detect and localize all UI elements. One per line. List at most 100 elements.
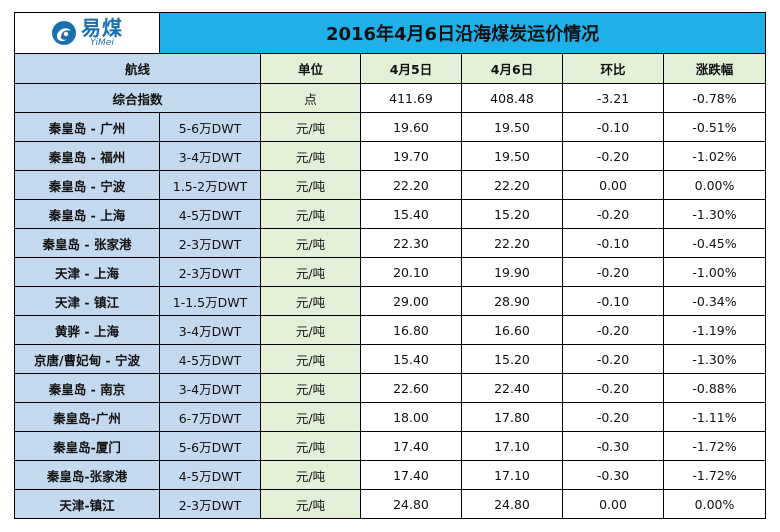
page-title: 2016年4月6日沿海煤炭运价情况 xyxy=(158,12,767,54)
pct-change-cell: -1.11% xyxy=(662,402,767,432)
ship-size-cell: 3-4万DWT xyxy=(159,373,261,403)
ship-size-cell: 1-1.5万DWT xyxy=(159,286,261,316)
change-cell: 0.00 xyxy=(562,170,664,200)
unit-cell: 元/吨 xyxy=(260,402,361,432)
price-date2-cell: 19.90 xyxy=(461,257,563,287)
index-row: 综合指数 点 411.69 408.48 -3.21 -0.78% xyxy=(14,83,767,113)
unit-cell: 元/吨 xyxy=(260,460,361,490)
change-cell: -0.20 xyxy=(562,402,664,432)
logo-name-en: YiMei xyxy=(90,38,114,48)
unit-cell: 元/吨 xyxy=(260,431,361,461)
header-unit: 单位 xyxy=(260,53,361,84)
route-cell: 秦皇岛 - 福州 xyxy=(14,141,160,171)
change-cell: -0.10 xyxy=(562,228,664,258)
logo-name-cn: 易煤 xyxy=(81,16,123,40)
ship-size-cell: 5-6万DWT xyxy=(159,112,261,142)
price-date2-cell: 22.20 xyxy=(461,228,563,258)
price-date1-cell: 29.00 xyxy=(360,286,462,316)
unit-cell: 元/吨 xyxy=(260,170,361,200)
price-date2-cell: 17.80 xyxy=(461,402,563,432)
price-date2-cell: 22.20 xyxy=(461,170,563,200)
table-row: 秦皇岛 - 宁波 1.5-2万DWT 元/吨 22.20 22.20 0.00 0.00% xyxy=(14,170,767,200)
change-cell: 0.00 xyxy=(562,489,664,519)
table-row: 京唐/曹妃甸 - 宁波 4-5万DWT 元/吨 15.40 15.20 -0.20 -1.3… xyxy=(14,344,767,374)
price-date2-cell: 15.20 xyxy=(461,344,563,374)
unit-cell: 元/吨 xyxy=(260,489,361,519)
pct-change-cell: -0.88% xyxy=(662,373,767,403)
change-cell: -0.20 xyxy=(562,141,664,171)
price-date2-cell: 17.10 xyxy=(461,460,563,490)
pct-change-cell: -1.72% xyxy=(662,460,767,490)
table-row: 秦皇岛 - 张家港 2-3万DWT 元/吨 22.30 22.20 -0.10 -0.45% xyxy=(14,228,767,258)
change-cell: -0.30 xyxy=(562,460,664,490)
table-row: 秦皇岛 - 上海 4-5万DWT 元/吨 15.40 15.20 -0.20 -1.30% xyxy=(14,199,767,229)
price-date1-cell: 22.30 xyxy=(360,228,462,258)
price-date1-cell: 18.00 xyxy=(360,402,462,432)
change-cell: -0.20 xyxy=(562,344,664,374)
price-date1-cell: 15.40 xyxy=(360,344,462,374)
pct-change-cell: -1.19% xyxy=(662,315,767,345)
index-unit: 点 xyxy=(260,83,361,113)
change-cell: -0.20 xyxy=(562,199,664,229)
unit-cell: 元/吨 xyxy=(260,373,361,403)
unit-cell: 元/吨 xyxy=(260,112,361,142)
header-route: 航线 xyxy=(14,53,261,84)
table-row: 秦皇岛-厦门 5-6万DWT 元/吨 17.40 17.10 -0.30 -1.72% xyxy=(14,431,767,461)
table-row: 天津 - 上海 2-3万DWT 元/吨 20.10 19.90 -0.20 -1.00% xyxy=(14,257,767,287)
route-cell: 秦皇岛 - 宁波 xyxy=(14,170,160,200)
route-cell: 秦皇岛 - 南京 xyxy=(14,373,160,403)
ship-size-cell: 2-3万DWT xyxy=(159,257,261,287)
index-pct: -0.78% xyxy=(662,83,767,113)
unit-cell: 元/吨 xyxy=(260,344,361,374)
unit-cell: 元/吨 xyxy=(260,257,361,287)
freight-rate-table: 易煤 YiMei 2016年4月6日沿海煤炭运价情况 航线 单位 4月5日 4月… xyxy=(14,12,767,519)
index-label: 综合指数 xyxy=(14,83,261,113)
route-cell: 天津 - 镇江 xyxy=(14,286,160,316)
table-row: 秦皇岛 - 广州 5-6万DWT 元/吨 19.60 19.50 -0.10 -0.51% xyxy=(14,112,767,142)
ship-size-cell: 2-3万DWT xyxy=(159,489,261,519)
unit-cell: 元/吨 xyxy=(260,286,361,316)
change-cell: -0.10 xyxy=(562,286,664,316)
unit-cell: 元/吨 xyxy=(260,199,361,229)
table-row: 秦皇岛 - 南京 3-4万DWT 元/吨 22.60 22.40 -0.20 -0.88% xyxy=(14,373,767,403)
header-pct: 涨跌幅 xyxy=(662,53,767,84)
ship-size-cell: 2-3万DWT xyxy=(159,228,261,258)
change-cell: -0.30 xyxy=(562,431,664,461)
price-date2-cell: 15.20 xyxy=(461,199,563,229)
pct-change-cell: -1.00% xyxy=(662,257,767,287)
unit-cell: 元/吨 xyxy=(260,315,361,345)
price-date2-cell: 19.50 xyxy=(461,112,563,142)
price-date1-cell: 17.40 xyxy=(360,460,462,490)
pct-change-cell: -1.30% xyxy=(662,199,767,229)
price-date2-cell: 19.50 xyxy=(461,141,563,171)
table-row: 天津 - 镇江 1-1.5万DWT 元/吨 29.00 28.90 -0.10 -0.34% xyxy=(14,286,767,316)
route-cell: 天津 - 上海 xyxy=(14,257,160,287)
table-row: 黄骅 - 上海 3-4万DWT 元/吨 16.80 16.60 -0.20 -1.19% xyxy=(14,315,767,345)
price-date1-cell: 22.20 xyxy=(360,170,462,200)
ship-size-cell: 4-5万DWT xyxy=(159,344,261,374)
route-cell: 秦皇岛 - 广州 xyxy=(14,112,160,142)
price-date2-cell: 17.10 xyxy=(461,431,563,461)
price-date2-cell: 16.60 xyxy=(461,315,563,345)
route-cell: 秦皇岛 - 上海 xyxy=(14,199,160,229)
pct-change-cell: 0.00% xyxy=(662,170,767,200)
change-cell: -0.20 xyxy=(562,257,664,287)
route-cell: 黄骅 - 上海 xyxy=(14,315,160,345)
table-row: 秦皇岛-广州 6-7万DWT 元/吨 18.00 17.80 -0.20 -1.11% xyxy=(14,402,767,432)
price-date1-cell: 24.80 xyxy=(360,489,462,519)
ship-size-cell: 4-5万DWT xyxy=(159,460,261,490)
header-row: 航线 单位 4月5日 4月6日 环比 涨跌幅 xyxy=(14,53,767,84)
price-date1-cell: 15.40 xyxy=(360,199,462,229)
ship-size-cell: 6-7万DWT xyxy=(159,402,261,432)
price-date2-cell: 24.80 xyxy=(461,489,563,519)
price-date1-cell: 16.80 xyxy=(360,315,462,345)
index-v2: 408.48 xyxy=(461,83,563,113)
price-date2-cell: 22.40 xyxy=(461,373,563,403)
unit-cell: 元/吨 xyxy=(260,141,361,171)
header-date2: 4月6日 xyxy=(461,53,563,84)
pct-change-cell: -0.51% xyxy=(662,112,767,142)
route-cell: 秦皇岛-广州 xyxy=(14,402,160,432)
header-change: 环比 xyxy=(562,53,664,84)
unit-cell: 元/吨 xyxy=(260,228,361,258)
yimei-swirl-icon xyxy=(52,21,76,45)
